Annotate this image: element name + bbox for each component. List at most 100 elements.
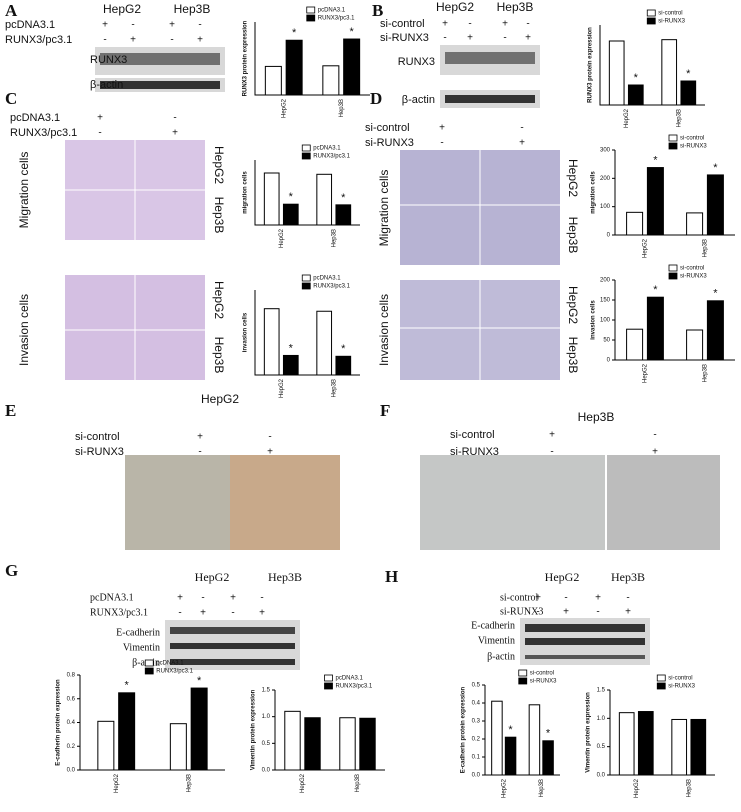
significance: *	[341, 343, 346, 355]
bar	[359, 717, 376, 771]
x-tick-label: Hep3B	[539, 779, 545, 797]
sign: +	[535, 593, 541, 604]
legend-swatch	[518, 677, 528, 685]
y-tick-label: 150	[600, 298, 611, 304]
x-tick-label: Hep3B	[331, 229, 337, 247]
sign: +	[97, 113, 103, 124]
x-tick-label: HepG2	[643, 238, 649, 258]
significance: *	[341, 192, 346, 204]
legend-swatch	[144, 659, 154, 667]
y-tick-label: 1.5	[597, 688, 606, 694]
y-axis-label: RUNX3 protein expression	[588, 27, 594, 103]
significance: *	[289, 191, 294, 203]
cell-label: Hep3B	[212, 197, 226, 234]
blot-label: E-cadherin	[116, 627, 160, 638]
significance: *	[634, 72, 639, 84]
legend-label: RUNX3/pc3.1	[318, 16, 355, 22]
x-tick-label: HepG2	[624, 108, 630, 128]
significance: *	[686, 68, 691, 80]
cell-label: HepG2	[212, 281, 226, 319]
row-label: pcDNA3.1	[5, 19, 55, 31]
y-axis-label: invasion cells	[243, 312, 249, 352]
bar	[618, 712, 635, 776]
y-tick-label: 0.4	[67, 720, 76, 726]
row-label: si-RUNX3	[380, 32, 429, 44]
bar	[528, 704, 541, 776]
sign: -	[443, 33, 446, 44]
bar	[626, 328, 644, 361]
bar	[626, 211, 644, 236]
panel-letter: H	[385, 567, 398, 586]
cell-label: HepG2	[212, 146, 226, 184]
sign: -	[526, 19, 529, 30]
legend-label: pcDNA3.1	[156, 661, 184, 667]
y-tick-label: 0.5	[262, 741, 271, 747]
row-label: si-RUNX3	[450, 446, 499, 458]
bar	[304, 717, 321, 771]
significance: *	[653, 284, 658, 296]
significance: *	[713, 288, 718, 300]
sign: -	[198, 20, 201, 31]
panel-title: HepG2	[201, 392, 239, 406]
legend-swatch	[668, 134, 678, 142]
cell-label: HepG2	[566, 286, 580, 324]
sign: -	[201, 593, 204, 604]
legend-swatch	[301, 152, 311, 160]
sign: +	[177, 593, 183, 604]
legend-label: si-RUNX3	[680, 274, 707, 280]
column-label: Hep3B	[268, 570, 302, 584]
sign: +	[197, 35, 203, 46]
bar	[285, 39, 303, 96]
x-tick-label: HepG2	[300, 773, 306, 793]
sign: +	[467, 33, 473, 44]
y-tick-label: 0.2	[67, 744, 76, 750]
bar	[316, 173, 333, 226]
sign: -	[268, 432, 271, 443]
bar	[263, 308, 280, 376]
legend-label: RUNX3/pc3.1	[156, 669, 193, 675]
column-label: HepG2	[436, 0, 474, 14]
sign: -	[440, 138, 443, 149]
sign: +	[102, 20, 108, 31]
y-axis-label: E-cadherin protein expression	[56, 679, 62, 766]
y-axis-label: Vimentin protein expression	[251, 689, 257, 770]
sign: +	[525, 33, 531, 44]
x-tick-label: Hep3B	[186, 774, 192, 792]
sign: -	[103, 35, 106, 46]
legend-label: si-control	[668, 676, 692, 682]
legend-label: si-control	[530, 671, 554, 677]
bar	[646, 167, 664, 236]
blots	[95, 45, 650, 670]
panel-letter: D	[370, 89, 382, 108]
x-tick-label: HepG2	[281, 98, 287, 118]
blot-label: β-actin	[402, 94, 435, 106]
y-tick-label: 100	[600, 204, 611, 210]
row-label: RUNX3/pc3.1	[90, 607, 148, 618]
row-label: pcDNA3.1	[10, 112, 60, 124]
bar	[706, 174, 724, 236]
legend-swatch	[656, 682, 666, 690]
legend-label: si-RUNX3	[680, 144, 707, 150]
sign: -	[503, 33, 506, 44]
y-tick-label: 1.0	[262, 714, 271, 720]
blot-label: Vimentin	[478, 635, 515, 646]
sign: +	[652, 447, 658, 458]
sign: -	[178, 608, 181, 619]
bar	[504, 736, 517, 776]
legend-label: RUNX3/pc3.1	[313, 154, 350, 160]
x-tick-label: Hep3B	[331, 379, 337, 397]
legend-label: pcDNA3.1	[336, 676, 364, 682]
row-label: si-RUNX3	[365, 137, 414, 149]
sign: +	[172, 128, 178, 139]
y-tick-label: 0.0	[67, 768, 76, 774]
assay-label: Migration cells	[17, 152, 31, 229]
sign: -	[596, 607, 599, 618]
cell-label: HepG2	[566, 159, 580, 197]
panel-title: Hep3B	[578, 410, 615, 424]
legend-swatch	[646, 9, 656, 17]
bar	[118, 692, 136, 771]
bar	[316, 310, 333, 376]
sign: -	[520, 123, 523, 134]
y-axis-label: E-cadherin protein expression	[461, 686, 467, 773]
bar	[343, 38, 361, 96]
